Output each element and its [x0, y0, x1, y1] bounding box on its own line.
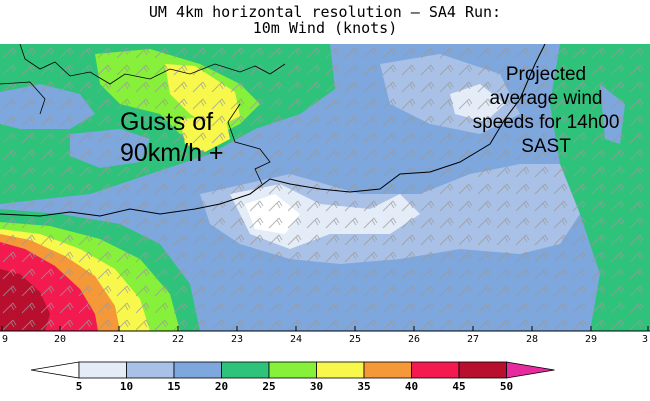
gusts-line-1: Gusts of: [120, 108, 214, 136]
map-subtitle: 10m Wind (knots): [252, 19, 398, 37]
colorbar-level-label: 45: [452, 380, 465, 393]
colorbar-level-label: 25: [262, 380, 275, 393]
lon-tick-label: 24: [290, 334, 302, 345]
lon-tick-label: 9: [2, 334, 8, 345]
projected-line-1: Projected: [505, 64, 587, 85]
colorbar-level-label: 40: [405, 380, 418, 393]
lon-tick-label: 25: [349, 334, 361, 345]
colorbar-level-label: 30: [310, 380, 323, 393]
colorbar-level-label: 35: [357, 380, 370, 393]
colorbar-swatch: [221, 361, 270, 379]
lon-tick-label: 21: [113, 334, 125, 345]
border-line: [19, 44, 286, 85]
projected-line-2: average wind: [489, 88, 603, 109]
lon-tick-label: 28: [526, 334, 538, 345]
projected-line-4: SAST: [521, 136, 571, 157]
colorbar-level-label: 5: [76, 380, 83, 393]
colorbar-swatch: [458, 361, 507, 379]
colorbar-level-label: 10: [120, 380, 133, 393]
wind-barbs: [0, 44, 650, 331]
coastline: [0, 44, 546, 217]
colorbar-swatch: [268, 361, 317, 379]
colorbar-level-label: 50: [500, 380, 513, 393]
colorbar-over-triangle: [506, 361, 555, 379]
lon-tick-label: 3: [642, 334, 648, 345]
colorbar-swatch: [411, 361, 460, 379]
colorbar-swatch: [126, 361, 175, 379]
colorbar-swatch: [363, 361, 412, 379]
colorbar-level-label: 20: [215, 380, 228, 393]
wind-speed-map: 9 20 21 22 23 24 25 26 27 28 29 3: [0, 44, 650, 345]
border-line-2: [227, 103, 271, 185]
lon-tick-label: 27: [467, 334, 479, 345]
lon-tick-marks: [1, 326, 649, 331]
colorbar-swatch: [78, 361, 127, 379]
colorbar-under-triangle: [30, 361, 80, 379]
projected-line-3: speeds for 14h00: [472, 112, 620, 133]
map-title: UM 4km horizontal resolution — SA4 Run:: [148, 3, 502, 21]
colorbar-swatch: [316, 361, 365, 379]
lon-tick-label: 29: [585, 334, 597, 345]
projected-annotation: Projected average wind speeds for 14h00 …: [462, 63, 630, 159]
gusts-line-2: 90km/h +: [120, 139, 224, 167]
colorbar-level-label: 15: [167, 380, 180, 393]
wind-speed-colorbar: 5 10 15 20 25 30 35 40 45 50: [30, 361, 555, 393]
gusts-annotation: Gusts of 90km/h +: [120, 107, 224, 169]
lon-tick-label: 22: [172, 334, 184, 345]
border-line-3: [0, 81, 46, 115]
lon-tick-label: 20: [54, 334, 66, 345]
lon-tick-label: 23: [231, 334, 243, 345]
lon-tick-label: 26: [408, 334, 420, 345]
colorbar-swatch: [173, 361, 222, 379]
